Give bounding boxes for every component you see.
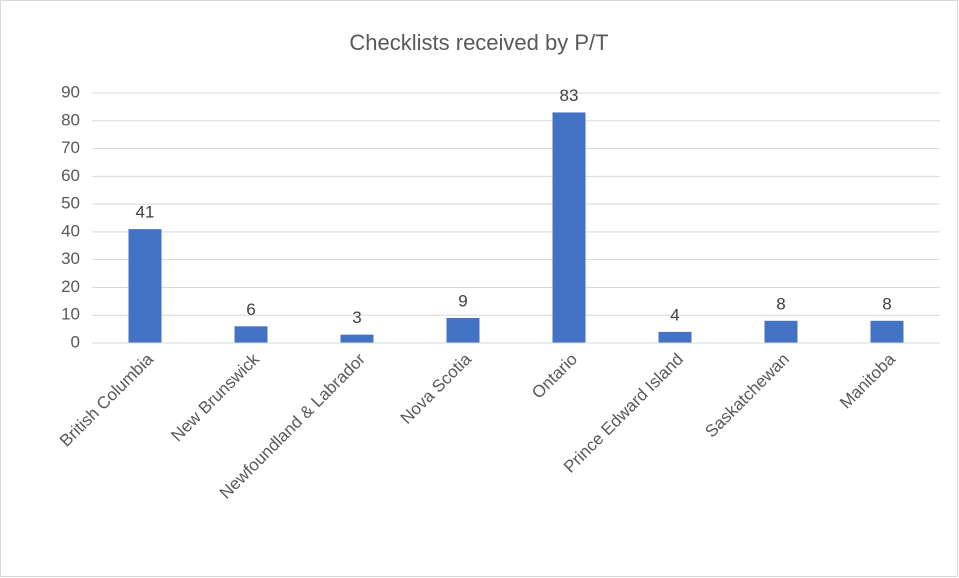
bar — [552, 112, 586, 343]
chart-title: Checklists received by P/T — [349, 30, 608, 55]
bar — [340, 334, 374, 343]
y-tick-label: 20 — [61, 277, 80, 296]
y-tick-label: 70 — [61, 138, 80, 157]
data-label: 8 — [882, 294, 891, 313]
y-tick-label: 90 — [61, 82, 80, 101]
bar — [870, 320, 904, 343]
bar — [764, 320, 798, 343]
data-label: 41 — [136, 203, 155, 222]
data-label: 3 — [352, 308, 361, 327]
data-label: 4 — [670, 305, 679, 324]
y-tick-label: 40 — [61, 221, 80, 240]
bar — [446, 318, 480, 343]
bar — [128, 229, 162, 343]
bar — [234, 326, 268, 343]
y-tick-label: 50 — [61, 194, 80, 213]
data-label: 83 — [560, 86, 579, 105]
y-tick-label: 80 — [61, 110, 80, 129]
data-label: 6 — [246, 300, 255, 319]
bar — [658, 331, 692, 343]
y-tick-label: 30 — [61, 249, 80, 268]
y-tick-label: 10 — [61, 305, 80, 324]
data-label: 8 — [776, 294, 785, 313]
y-tick-label: 0 — [71, 332, 80, 351]
y-tick-label: 60 — [61, 166, 80, 185]
data-label: 9 — [458, 291, 467, 310]
